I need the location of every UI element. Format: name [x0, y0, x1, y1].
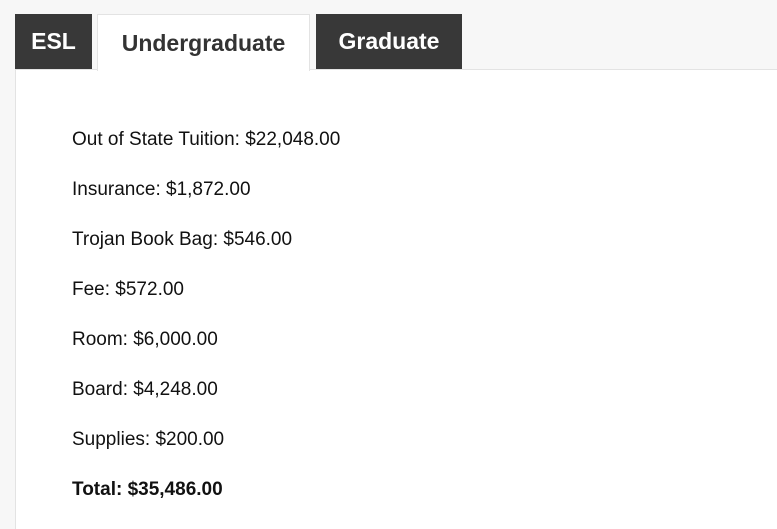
tab-graduate[interactable]: Graduate [316, 14, 462, 69]
cost-item-book-bag: Trojan Book Bag: $546.00 [72, 229, 293, 250]
cost-item-tuition: Out of State Tuition: $22,048.00 [72, 129, 341, 150]
tab-undergraduate[interactable]: Undergraduate [97, 14, 310, 71]
cost-item-supplies: Supplies: $200.00 [72, 429, 225, 450]
cost-item-board: Board: $4,248.00 [72, 379, 218, 400]
tab-esl[interactable]: ESL [15, 14, 92, 69]
cost-item-insurance: Insurance: $1,872.00 [72, 179, 251, 200]
tab-panel-undergraduate: Out of State Tuition: $22,048.00 Insuran… [15, 69, 777, 529]
cost-total: Total: $35,486.00 [72, 479, 223, 500]
cost-item-room: Room: $6,000.00 [72, 329, 218, 350]
cost-item-fee: Fee: $572.00 [72, 279, 184, 300]
